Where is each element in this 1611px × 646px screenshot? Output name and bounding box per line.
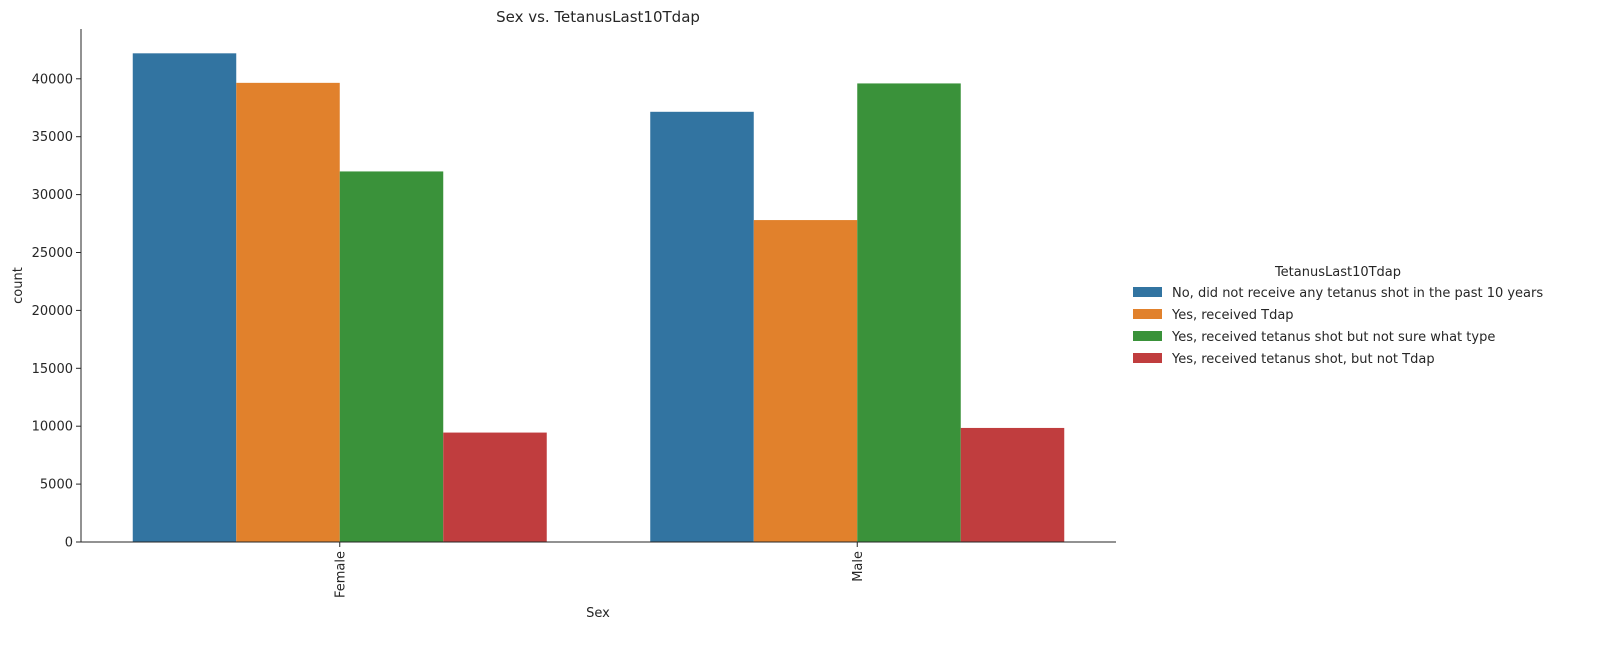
legend-swatch-3 — [1133, 331, 1162, 341]
legend: TetanusLast10Tdap No, did not receive an… — [1133, 265, 1543, 367]
legend-swatch-1 — [1133, 287, 1162, 297]
y-tick-label: 0 — [65, 536, 73, 551]
x-tick-label-female: Female — [333, 551, 348, 598]
y-tick-label: 30000 — [32, 188, 73, 203]
x-tick-label-male: Male — [851, 551, 866, 582]
bars-group — [132, 53, 1065, 543]
legend-label-1: No, did not receive any tetanus shot in … — [1172, 286, 1543, 301]
y-axis-label: count — [11, 267, 26, 304]
chart-title: Sex vs. TetanusLast10Tdap — [496, 8, 700, 26]
bar-male-series-2 — [753, 220, 858, 542]
y-tick-label: 20000 — [32, 304, 73, 319]
bar-female-series-3 — [339, 171, 444, 542]
legend-swatch-4 — [1133, 353, 1162, 363]
legend-label-4: Yes, received tetanus shot, but not Tdap — [1171, 352, 1435, 367]
x-axis-label: Sex — [586, 606, 610, 621]
y-tick-label: 10000 — [32, 420, 73, 435]
bar-female-series-4 — [443, 432, 547, 542]
bar-female-series-2 — [236, 82, 340, 542]
y-tick-label: 35000 — [32, 130, 73, 145]
y-tick-label: 25000 — [32, 246, 73, 261]
y-tick-label: 15000 — [32, 362, 73, 377]
legend-label-3: Yes, received tetanus shot but not sure … — [1171, 330, 1495, 345]
legend-swatch-2 — [1133, 309, 1162, 319]
bar-male-series-1 — [650, 111, 754, 543]
x-axis-ticks: Female Male — [333, 542, 866, 598]
legend-title: TetanusLast10Tdap — [1274, 265, 1401, 280]
legend-label-2: Yes, received Tdap — [1171, 308, 1294, 323]
bar-female-series-1 — [132, 53, 237, 542]
bar-male-series-4 — [960, 427, 1065, 542]
y-tick-label: 40000 — [32, 72, 73, 87]
y-tick-label: 5000 — [40, 478, 73, 493]
bar-male-series-3 — [857, 83, 961, 543]
y-axis-ticks: 0 5000 10000 15000 20000 25000 30000 35000 40000 — [32, 72, 81, 551]
